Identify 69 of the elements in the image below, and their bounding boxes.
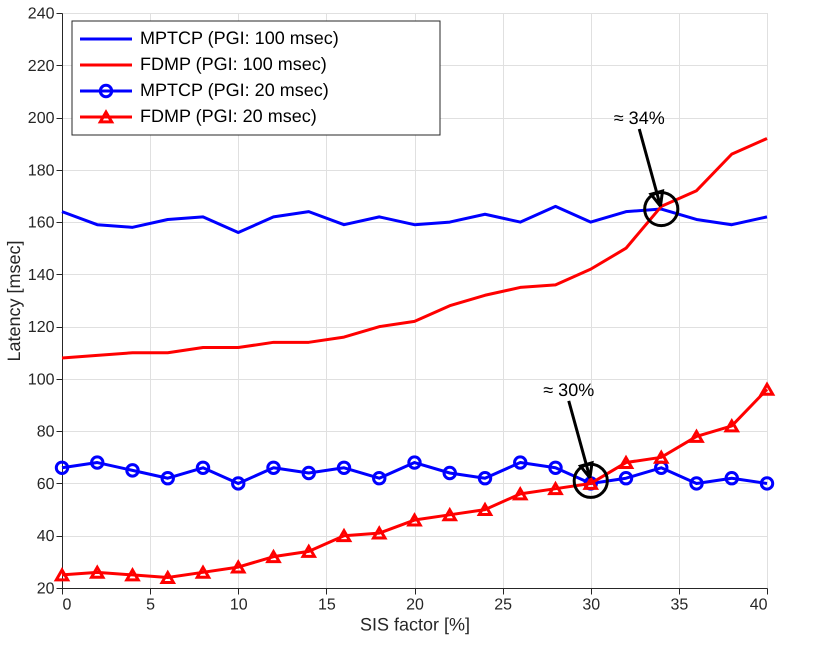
point bbox=[336, 529, 352, 542]
point bbox=[618, 456, 634, 469]
y-tick-label: 100 bbox=[28, 371, 55, 388]
point bbox=[442, 508, 457, 522]
point bbox=[90, 566, 104, 579]
x-tick-label: 10 bbox=[230, 596, 248, 614]
annotation: ≈ 30% bbox=[543, 380, 594, 400]
legend-label: MPTCP (PGI: 20 msec) bbox=[140, 80, 329, 100]
point bbox=[407, 514, 422, 526]
point bbox=[196, 566, 210, 579]
point bbox=[372, 471, 386, 486]
x-axis-title: SIS factor [%] bbox=[360, 614, 470, 634]
point bbox=[478, 471, 492, 486]
point bbox=[302, 544, 316, 558]
point bbox=[196, 460, 210, 475]
y-tick-label: 180 bbox=[28, 162, 55, 180]
legend-label: FDMP (PGI: 100 msec) bbox=[140, 54, 327, 74]
point bbox=[654, 450, 668, 464]
point bbox=[513, 487, 528, 500]
point bbox=[478, 503, 492, 516]
x-tick-label: 5 bbox=[146, 596, 156, 614]
point bbox=[54, 460, 70, 475]
point bbox=[689, 476, 704, 491]
point bbox=[724, 420, 739, 432]
y-tick-label: 120 bbox=[28, 319, 55, 336]
x-tick-label: 15 bbox=[318, 596, 336, 614]
point bbox=[125, 463, 140, 478]
x-tick-label: 35 bbox=[670, 596, 688, 614]
y-tick-label: 40 bbox=[36, 528, 55, 546]
x-tick-label: 20 bbox=[406, 596, 424, 614]
point bbox=[618, 471, 634, 486]
x-tick-label: 0 bbox=[62, 596, 72, 614]
point bbox=[689, 430, 704, 443]
y-tick-label: 140 bbox=[28, 266, 55, 284]
y-axis-title: Latency [msec] bbox=[4, 240, 24, 362]
point bbox=[160, 571, 175, 584]
point bbox=[760, 382, 774, 396]
legend-label: FDMP (PGI: 20 msec) bbox=[140, 106, 317, 126]
y-tick-label: 240 bbox=[28, 6, 55, 22]
y-tick-label: 60 bbox=[36, 476, 55, 493]
annotation: ≈ 34% bbox=[614, 108, 665, 128]
x-tick-label: 25 bbox=[494, 596, 512, 614]
point bbox=[760, 476, 774, 491]
point bbox=[266, 460, 281, 475]
point bbox=[372, 526, 386, 540]
point bbox=[336, 460, 352, 475]
point bbox=[90, 455, 104, 470]
point bbox=[160, 471, 175, 486]
y-tick-label: 20 bbox=[36, 580, 55, 598]
point bbox=[548, 482, 563, 496]
line-series bbox=[60, 136, 768, 360]
x-tick-label: 30 bbox=[582, 596, 600, 614]
point bbox=[302, 466, 316, 480]
point bbox=[125, 568, 140, 582]
point bbox=[513, 455, 528, 470]
point bbox=[231, 476, 246, 491]
x-tick-label: 40 bbox=[750, 596, 768, 614]
point bbox=[442, 466, 457, 480]
y-tick-label: 160 bbox=[28, 214, 55, 232]
y-tick-label: 200 bbox=[28, 110, 55, 128]
point bbox=[54, 568, 70, 582]
y-tick-label: 80 bbox=[36, 424, 55, 441]
legend-label: MPTCP (PGI: 100 msec) bbox=[140, 28, 339, 48]
y-tick-label: 220 bbox=[28, 58, 55, 75]
point bbox=[266, 550, 281, 564]
point bbox=[724, 471, 739, 486]
point bbox=[548, 460, 563, 475]
point bbox=[231, 560, 246, 574]
point bbox=[407, 455, 422, 470]
